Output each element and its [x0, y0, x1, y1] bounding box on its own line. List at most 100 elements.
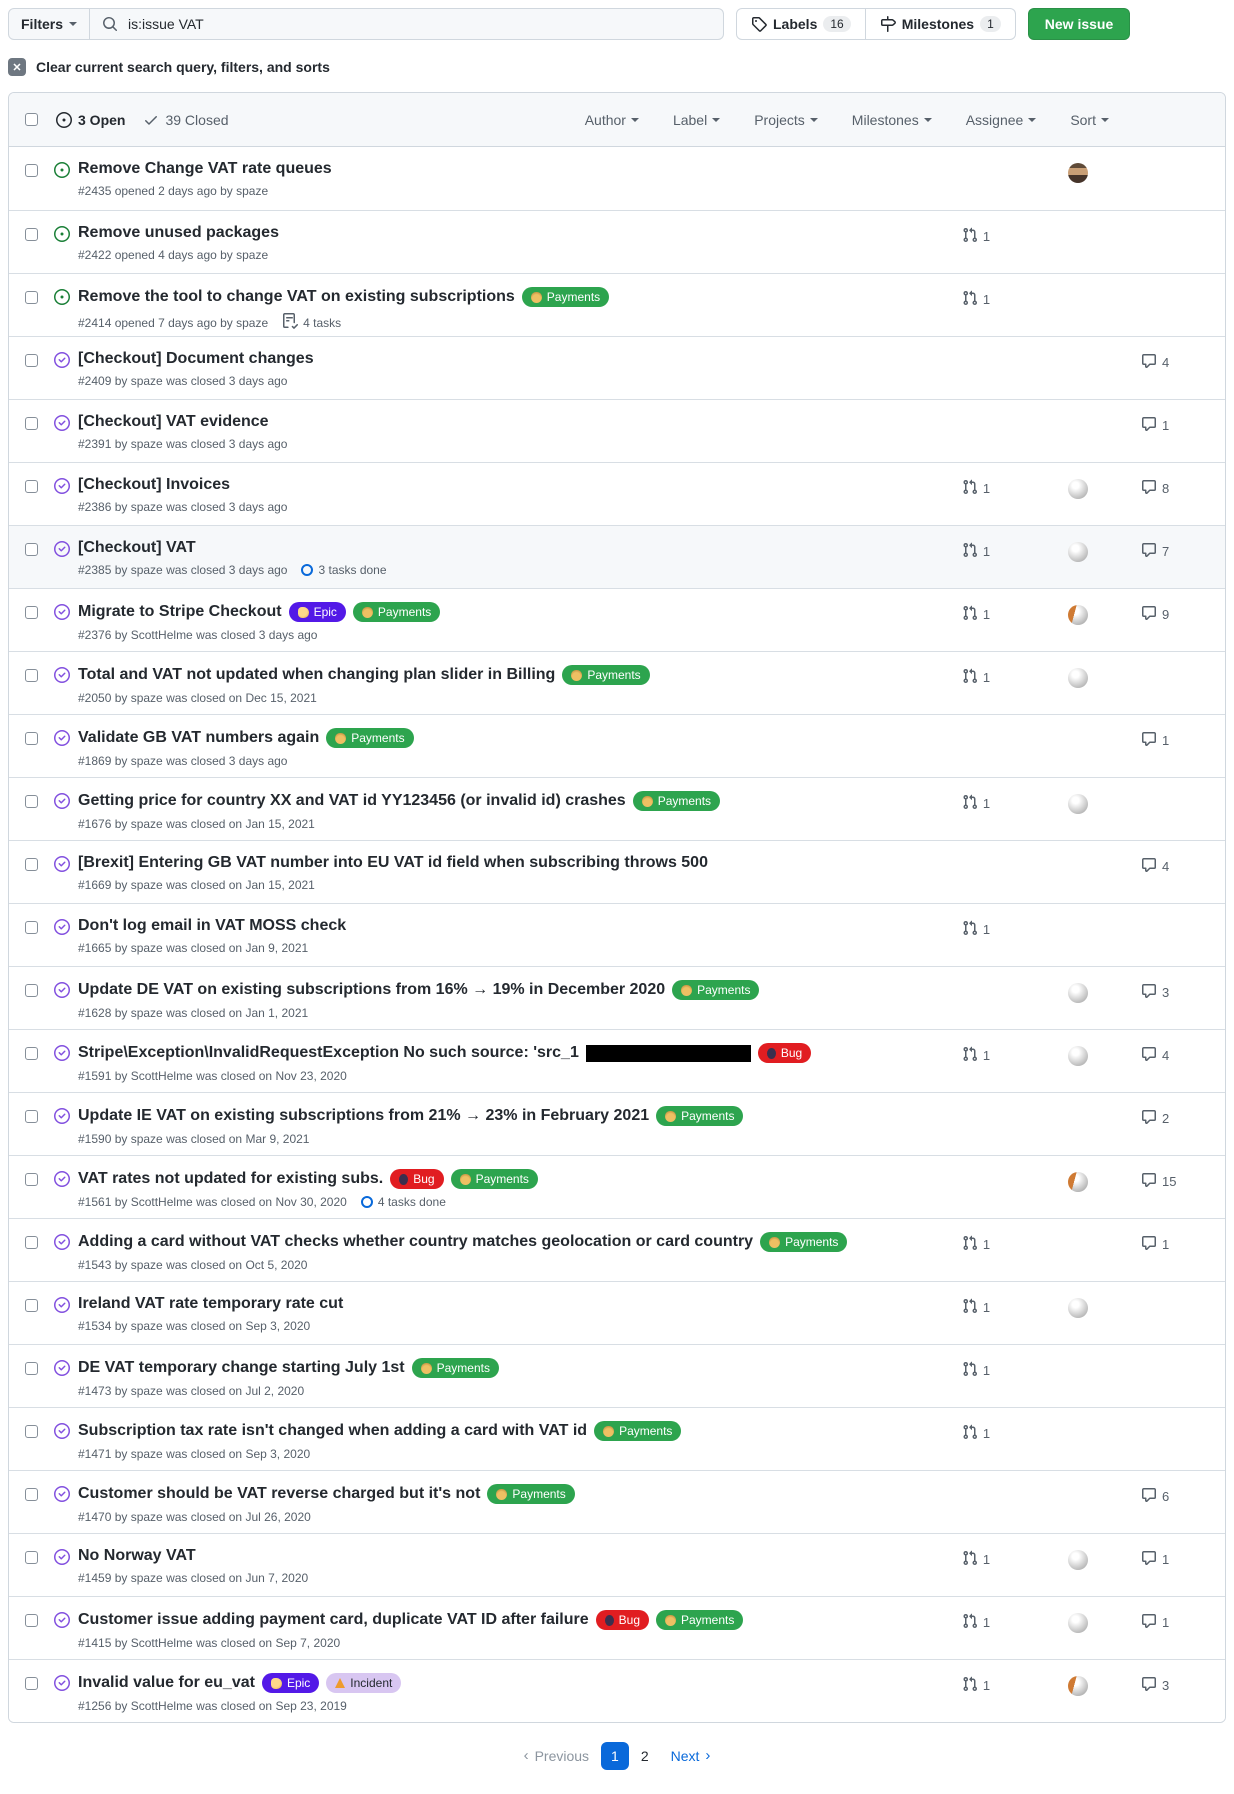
assignee-avatar[interactable] [1068, 542, 1088, 562]
assignee-avatar[interactable] [1068, 983, 1088, 1003]
assignee-avatar[interactable] [1068, 1046, 1088, 1066]
clear-search-link[interactable]: ✕ Clear current search query, filters, a… [8, 58, 1226, 76]
select-all-checkbox[interactable] [25, 113, 38, 126]
label-payments[interactable]: Payments [521, 287, 610, 307]
issue-title-link[interactable]: [Brexit] Entering GB VAT number into EU … [78, 854, 708, 871]
issue-title-link[interactable]: Adding a card without VAT checks whether… [78, 1233, 754, 1250]
issue-checkbox[interactable] [25, 606, 38, 619]
linked-pr-link[interactable]: 1 [962, 668, 990, 687]
issue-title-link[interactable]: [Checkout] Document changes [78, 350, 314, 367]
linked-pr-link[interactable]: 1 [962, 1298, 990, 1317]
assignee-avatar[interactable] [1068, 1172, 1088, 1192]
label-bug[interactable]: Bug [595, 1610, 649, 1630]
issue-title-link[interactable]: Validate GB VAT numbers again [78, 729, 320, 746]
issue-title-link[interactable]: Update DE VAT on existing subscriptions … [78, 981, 666, 998]
milestones-filter-dropdown[interactable]: Milestones [852, 112, 932, 128]
projects-filter-dropdown[interactable]: Projects [754, 112, 818, 128]
linked-pr-link[interactable]: 1 [962, 479, 990, 498]
linked-pr-link[interactable]: 1 [962, 1424, 990, 1443]
page-1-button[interactable]: 1 [601, 1741, 629, 1770]
issue-checkbox[interactable] [25, 984, 38, 997]
label-payments[interactable]: Payments [326, 728, 414, 748]
linked-pr-link[interactable]: 1 [962, 1550, 990, 1569]
issue-title-link[interactable]: Stripe\Exception\InvalidRequestException… [78, 1044, 579, 1061]
issue-title-link[interactable]: DE VAT temporary change starting July 1s… [78, 1359, 405, 1376]
issue-checkbox[interactable] [25, 417, 38, 430]
page-2-button[interactable]: 2 [640, 1747, 649, 1764]
issue-checkbox[interactable] [25, 1488, 38, 1501]
linked-pr-link[interactable]: 1 [962, 1676, 990, 1695]
issue-title-link[interactable]: Total and VAT not updated when changing … [78, 666, 556, 683]
closed-issues-toggle[interactable]: 39 Closed [143, 112, 229, 128]
assignee-avatar[interactable] [1068, 1550, 1088, 1570]
issue-title-link[interactable]: Migrate to Stripe Checkout [78, 603, 282, 620]
issue-checkbox[interactable] [25, 921, 38, 934]
linked-pr-link[interactable]: 1 [962, 605, 990, 624]
label-bug[interactable]: Bug [757, 1043, 812, 1063]
label-payments[interactable]: Payments [656, 1106, 744, 1126]
linked-pr-link[interactable]: 1 [962, 920, 990, 939]
comments-link[interactable]: 9 [1141, 605, 1169, 624]
comments-link[interactable]: 3 [1141, 983, 1169, 1002]
assignee-avatar[interactable] [1068, 163, 1088, 183]
previous-page-button[interactable]: ‹ Previous [514, 1741, 599, 1770]
issue-title-link[interactable]: Remove unused packages [78, 224, 279, 241]
issue-checkbox[interactable] [25, 1236, 38, 1249]
issue-title-link[interactable]: [Checkout] VAT evidence [78, 413, 269, 430]
filters-dropdown-button[interactable]: Filters [8, 8, 91, 40]
label-payments[interactable]: Payments [352, 602, 441, 622]
assignee-avatar[interactable] [1068, 1613, 1088, 1633]
issue-checkbox[interactable] [25, 669, 38, 682]
label-incident[interactable]: Incident [326, 1673, 402, 1693]
issue-checkbox[interactable] [25, 1551, 38, 1564]
assignee-avatar[interactable] [1068, 1676, 1088, 1696]
comments-link[interactable]: 4 [1141, 1046, 1169, 1065]
issue-checkbox[interactable] [25, 795, 38, 808]
comments-link[interactable]: 1 [1141, 416, 1169, 435]
linked-pr-link[interactable]: 1 [962, 1361, 990, 1380]
issue-title-link[interactable]: Update IE VAT on existing subscriptions … [78, 1107, 650, 1124]
issue-title-link[interactable]: Don't log email in VAT MOSS check [78, 917, 347, 934]
new-issue-button[interactable]: New issue [1027, 8, 1131, 40]
assignee-avatar[interactable] [1068, 479, 1088, 499]
linked-pr-link[interactable]: 1 [962, 542, 990, 561]
issue-checkbox[interactable] [25, 480, 38, 493]
issue-title-link[interactable]: Customer should be VAT reverse charged b… [78, 1485, 481, 1502]
issue-checkbox[interactable] [25, 858, 38, 871]
linked-pr-link[interactable]: 1 [962, 1613, 990, 1632]
label-payments[interactable]: Payments [411, 1358, 499, 1378]
comments-link[interactable]: 1 [1141, 731, 1169, 750]
issue-title-link[interactable]: Remove the tool to change VAT on existin… [78, 288, 515, 305]
issue-checkbox[interactable] [25, 354, 38, 367]
comments-link[interactable]: 4 [1141, 857, 1169, 876]
issue-checkbox[interactable] [25, 1047, 38, 1060]
issue-checkbox[interactable] [25, 164, 38, 177]
issue-checkbox[interactable] [25, 543, 38, 556]
label-payments[interactable]: Payments [562, 665, 650, 685]
open-issues-toggle[interactable]: 3 Open [56, 111, 125, 128]
comments-link[interactable]: 1 [1141, 1235, 1169, 1254]
label-epic[interactable]: Epic [261, 1673, 320, 1693]
author-filter-dropdown[interactable]: Author [585, 112, 639, 128]
next-page-button[interactable]: Next › [661, 1741, 721, 1770]
label-payments[interactable]: Payments [632, 791, 721, 811]
issue-checkbox[interactable] [25, 1299, 38, 1312]
issue-title-link[interactable]: [Checkout] VAT [78, 539, 196, 556]
comments-link[interactable]: 15 [1141, 1172, 1176, 1191]
linked-pr-link[interactable]: 1 [962, 1235, 990, 1254]
issue-checkbox[interactable] [25, 1173, 38, 1186]
issue-checkbox[interactable] [25, 228, 38, 241]
assignee-avatar[interactable] [1068, 668, 1088, 688]
label-payments[interactable]: Payments [450, 1169, 538, 1189]
label-payments[interactable]: Payments [594, 1421, 682, 1441]
linked-pr-link[interactable]: 1 [962, 290, 990, 309]
issue-title-link[interactable]: Remove Change VAT rate queues [78, 160, 332, 177]
issue-checkbox[interactable] [25, 1425, 38, 1438]
label-payments[interactable]: Payments [760, 1232, 848, 1252]
label-epic[interactable]: Epic [288, 602, 346, 622]
sort-filter-dropdown[interactable]: Sort [1070, 112, 1109, 128]
label-payments[interactable]: Payments [672, 980, 760, 1000]
label-payments[interactable]: Payments [656, 1610, 744, 1630]
issue-title-link[interactable]: Customer issue adding payment card, dupl… [78, 1611, 589, 1628]
issue-title-link[interactable]: Invalid value for eu_vat [78, 1674, 255, 1691]
